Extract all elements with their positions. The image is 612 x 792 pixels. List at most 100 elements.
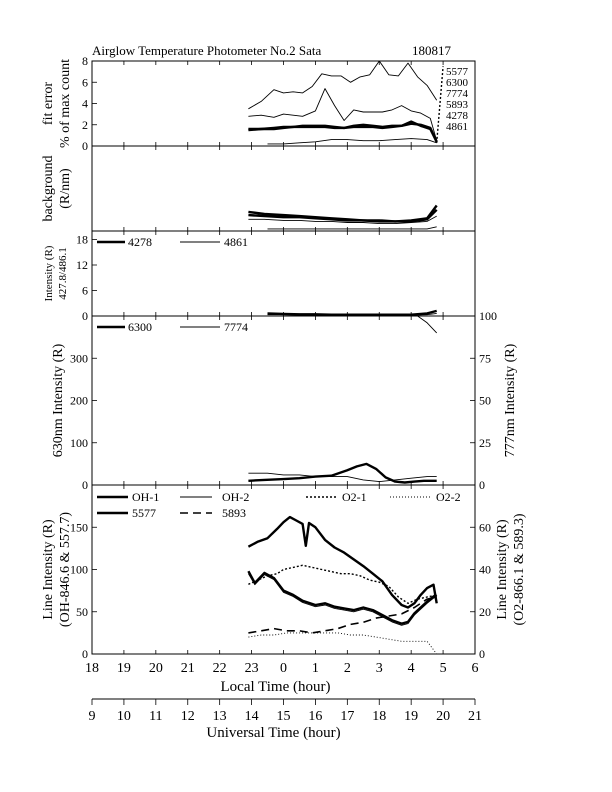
figure-title: Airglow Temperature Photometer No.2 Sata <box>92 43 322 58</box>
series-line-O2-1 <box>248 564 437 604</box>
y-tick-label-right: 40 <box>479 563 491 577</box>
lt-tick-label: 23 <box>245 661 259 676</box>
y-axis-label: (OH-846.6 & 557.7) <box>58 512 73 627</box>
legend-label: 4278 <box>446 110 469 122</box>
y-tick-label: 2 <box>82 118 88 132</box>
y-tick-label: 4 <box>82 97 88 111</box>
y-tick-label: 0 <box>82 139 88 153</box>
panel-fit-error: 0 2 4 6 8 fit error% of max count 557763007774… <box>41 54 476 153</box>
ut-tick-label: 21 <box>468 709 482 724</box>
legend-label: O2-1 <box>342 490 367 504</box>
y-tick-label: 100 <box>70 563 88 577</box>
lt-tick-label: 20 <box>149 661 163 676</box>
series-line-6300 <box>248 462 437 484</box>
series-line-thin <box>248 215 437 225</box>
y-tick-label: 6 <box>82 75 88 89</box>
series-line-thick <box>248 120 438 143</box>
y-axis-label: background <box>41 155 56 221</box>
lt-tick-label: 2 <box>344 661 351 676</box>
ut-tick-label: 15 <box>277 709 291 724</box>
legend-label: 7774 <box>446 88 469 100</box>
y-axis-label: fit error <box>41 82 56 125</box>
series-line-thin <box>267 138 437 145</box>
lt-tick-label: 19 <box>117 661 131 676</box>
y-tick-label-right: 60 <box>479 520 491 534</box>
lt-tick-label: 3 <box>376 661 383 676</box>
y-tick-label-right: 20 <box>479 605 491 619</box>
legend-label: O2-2 <box>436 490 461 504</box>
series-line-thin <box>267 226 437 230</box>
y-tick-label: 100 <box>70 436 88 450</box>
y-tick-label: 300 <box>70 351 88 365</box>
lt-axis-label: Local Time (hour) <box>221 679 331 695</box>
ut-tick-label: 20 <box>436 709 450 724</box>
lt-tick-label: 22 <box>213 661 227 676</box>
legend-label: OH-2 <box>222 490 249 504</box>
panel-blue-intensity: 0 6 12 18 Intensity (R) 427.8/486.1 4278 4861 <box>43 230 476 323</box>
series-line-dotted <box>436 66 444 143</box>
y-tick-label: 6 <box>82 284 88 298</box>
y-tick-label: 12 <box>76 258 88 272</box>
series-line-thin <box>248 88 438 141</box>
series-line-O2-2 <box>248 632 438 655</box>
y-axis-label: 630nm Intensity (R) <box>51 343 66 457</box>
y-tick-label-right: 75 <box>479 351 491 365</box>
lt-tick-label: 18 <box>85 661 99 676</box>
ut-tick-label: 19 <box>404 709 418 724</box>
panel-red-intensity: 0 100 200 300 0 25 50 75 100 630nm Intensity (R) 7… <box>51 309 518 492</box>
y-tick-label-right: 0 <box>479 478 485 492</box>
y-axis-label-right: (O2-866.1 & 589.3) <box>512 513 527 625</box>
legend-label: OH-1 <box>132 490 159 504</box>
series-line-thick <box>248 208 438 223</box>
legend-label: 5893 <box>222 506 246 520</box>
y-tick-label: 0 <box>82 478 88 492</box>
lt-tick-label: 4 <box>408 661 415 676</box>
y-axis-label-right: Line Intensity (R) <box>495 519 510 620</box>
y-tick-label: 8 <box>82 54 88 68</box>
series-line-7774-upper <box>417 315 438 334</box>
panel-frame <box>91 315 476 486</box>
y-axis-label: Line Intensity (R) <box>41 519 56 620</box>
series-line-4861 <box>267 312 437 316</box>
ut-tick-label: 16 <box>308 709 322 724</box>
y-tick-label-right: 100 <box>479 309 497 323</box>
legend-label: 4861 <box>224 235 248 249</box>
y-tick-label: 0 <box>82 309 88 323</box>
figure-date: 180817 <box>412 43 452 58</box>
series-line-OH-2 <box>248 573 437 626</box>
lt-tick-label: 1 <box>312 661 319 676</box>
legend-label: 5893 <box>446 99 469 111</box>
panel-background: background (R/nm) <box>41 145 476 232</box>
y-axis-label: % of max count <box>58 59 73 148</box>
y-axis-label: (R/nm) <box>58 168 73 209</box>
ut-tick-label: 14 <box>245 709 259 724</box>
y-tick-label: 50 <box>76 605 88 619</box>
ut-tick-label: 9 <box>89 709 96 724</box>
y-tick-label-right: 0 <box>479 647 485 661</box>
series-line-thin <box>248 60 438 110</box>
y-tick-label-right: 25 <box>479 436 491 450</box>
series-line-5577 <box>247 515 438 609</box>
lt-tick-label: 21 <box>181 661 195 676</box>
y-axis-label-right: 777nm Intensity (R) <box>503 343 518 457</box>
ut-axis-label: Universal Time (hour) <box>206 725 340 741</box>
legend-label: 7774 <box>224 320 248 334</box>
y-axis-label: 427.8/486.1 <box>57 247 69 300</box>
y-tick-label: 150 <box>70 520 88 534</box>
lt-tick-label: 5 <box>440 661 447 676</box>
ut-tick-label: 18 <box>372 709 386 724</box>
lt-tick-label: 6 <box>472 661 479 676</box>
legend-label: 4278 <box>128 235 152 249</box>
y-tick-label: 18 <box>76 233 88 247</box>
series-line-7774 <box>248 472 437 483</box>
ut-tick-label: 13 <box>213 709 227 724</box>
series-line-5893 <box>248 596 437 634</box>
panel-frame <box>91 60 476 147</box>
lt-tick-label: 0 <box>280 661 287 676</box>
y-tick-label: 200 <box>70 394 88 408</box>
